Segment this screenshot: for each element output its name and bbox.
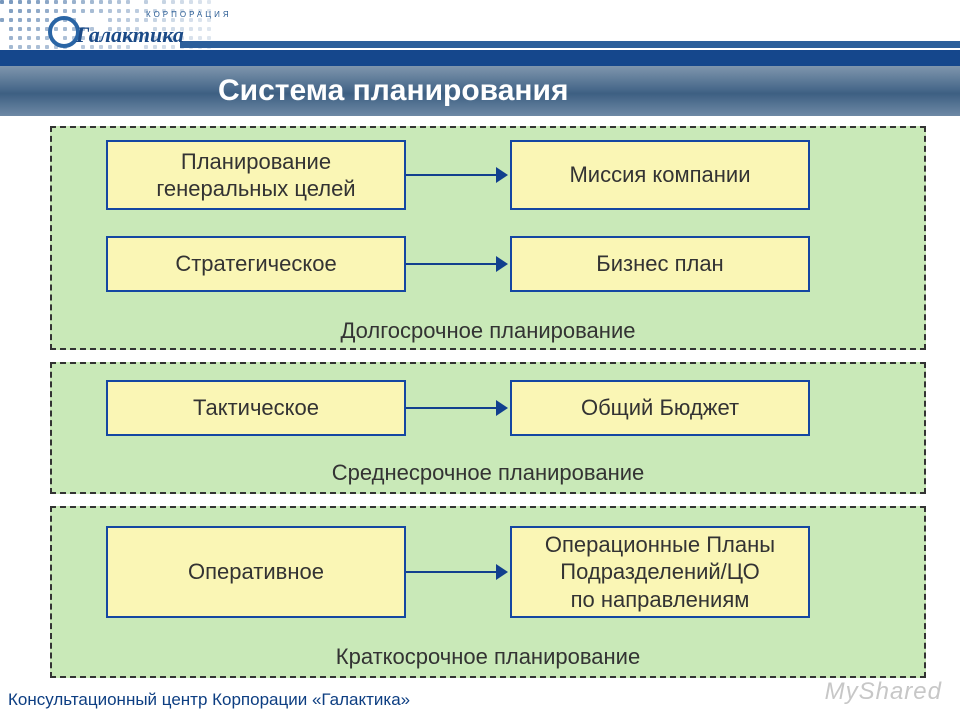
brand-name: Галактика <box>76 22 184 47</box>
footer-text: Консультационный центр Корпорации «Галак… <box>8 690 410 710</box>
arrow-strategic-to-bizplan <box>406 263 506 265</box>
box-general: Планирование генеральных целей <box>106 140 406 210</box>
section-label-long: Долгосрочное планирование <box>52 318 924 344</box>
brand-logo: Галактика <box>48 16 184 48</box>
arrow-tactical-to-budget <box>406 407 506 409</box>
section-label-short: Краткосрочное планирование <box>52 644 924 670</box>
slide-title-bar: Система планирования <box>0 66 960 116</box>
box-tactical: Тактическое <box>106 380 406 436</box>
box-strategic: Стратегическое <box>106 236 406 292</box>
box-budget: Общий Бюджет <box>510 380 810 436</box>
section-label-mid: Среднесрочное планирование <box>52 460 924 486</box>
box-opplans: Операционные Планы Подразделений/ЦО по н… <box>510 526 810 618</box>
watermark: MyShared <box>825 678 942 706</box>
box-mission: Миссия компании <box>510 140 810 210</box>
box-bizplan: Бизнес план <box>510 236 810 292</box>
header-bar <box>0 50 960 66</box>
slide-canvas: КОРПОРАЦИЯ Галактика Система планировани… <box>0 0 960 720</box>
box-operative: Оперативное <box>106 526 406 618</box>
header-bar <box>180 41 960 48</box>
arrow-general-to-mission <box>406 174 506 176</box>
slide-title: Система планирования <box>218 74 568 108</box>
arrow-operative-to-opplans <box>406 571 506 573</box>
